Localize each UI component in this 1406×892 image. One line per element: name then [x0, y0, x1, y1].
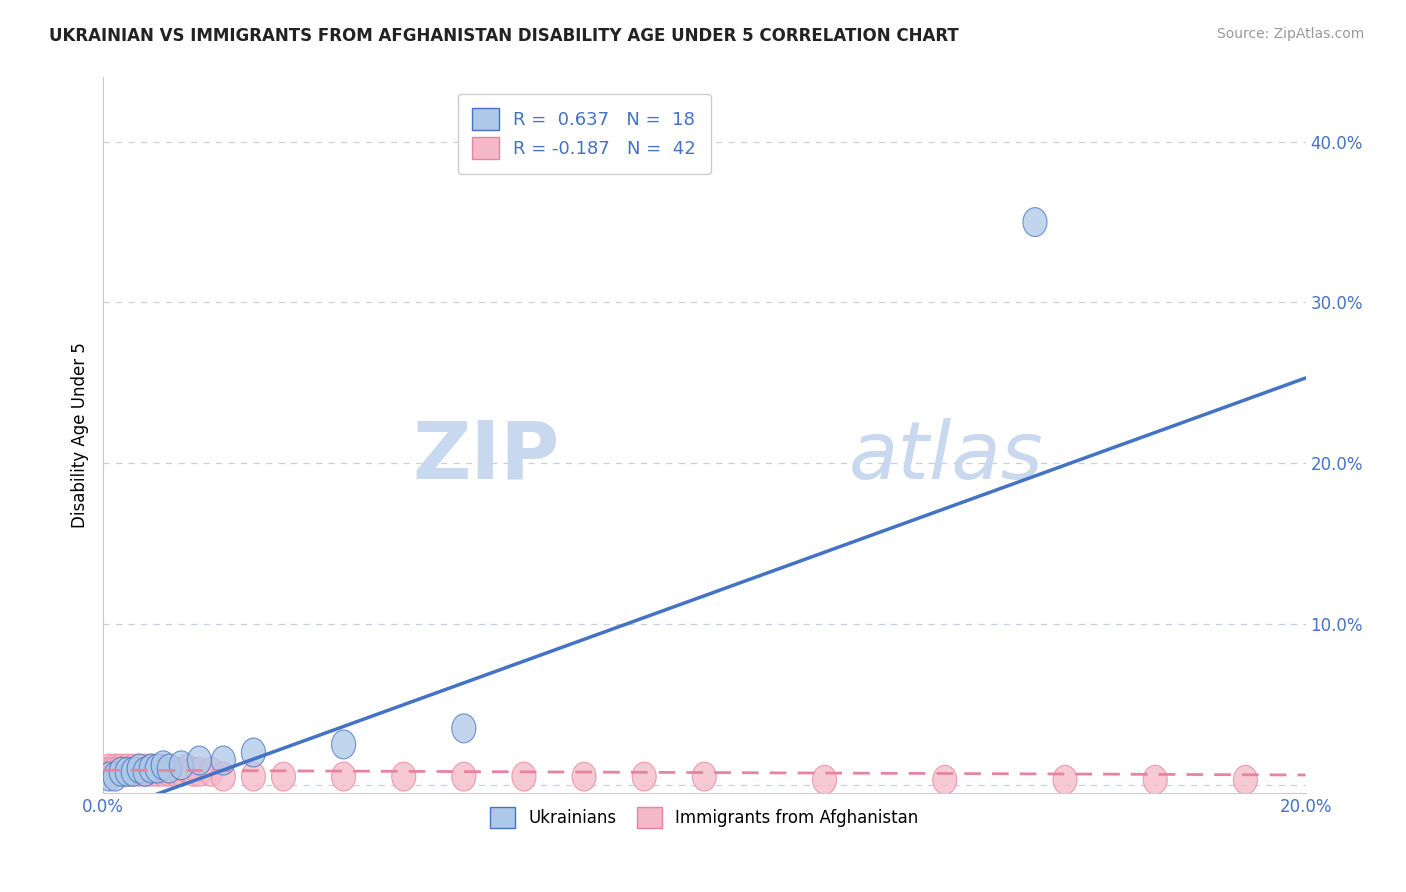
Text: ZIP: ZIP	[413, 417, 560, 495]
Ellipse shape	[157, 757, 181, 786]
Ellipse shape	[211, 746, 235, 775]
Ellipse shape	[115, 757, 139, 786]
Ellipse shape	[332, 730, 356, 759]
Ellipse shape	[121, 757, 145, 786]
Ellipse shape	[121, 757, 145, 786]
Ellipse shape	[187, 757, 211, 786]
Ellipse shape	[97, 762, 121, 791]
Ellipse shape	[97, 754, 121, 783]
Ellipse shape	[169, 751, 193, 780]
Ellipse shape	[187, 746, 211, 775]
Ellipse shape	[145, 754, 169, 783]
Ellipse shape	[176, 754, 200, 783]
Ellipse shape	[211, 762, 235, 791]
Y-axis label: Disability Age Under 5: Disability Age Under 5	[72, 343, 89, 528]
Ellipse shape	[127, 754, 152, 783]
Ellipse shape	[127, 754, 152, 783]
Ellipse shape	[110, 757, 134, 786]
Ellipse shape	[692, 762, 716, 791]
Ellipse shape	[97, 757, 121, 786]
Ellipse shape	[242, 762, 266, 791]
Ellipse shape	[633, 762, 657, 791]
Ellipse shape	[392, 762, 416, 791]
Ellipse shape	[145, 757, 169, 786]
Ellipse shape	[152, 757, 176, 786]
Ellipse shape	[152, 754, 176, 783]
Ellipse shape	[115, 754, 139, 783]
Ellipse shape	[110, 754, 134, 783]
Ellipse shape	[134, 757, 157, 786]
Ellipse shape	[121, 754, 145, 783]
Legend: Ukrainians, Immigrants from Afghanistan: Ukrainians, Immigrants from Afghanistan	[484, 801, 925, 834]
Ellipse shape	[139, 754, 163, 783]
Ellipse shape	[134, 754, 157, 783]
Ellipse shape	[1233, 765, 1257, 794]
Ellipse shape	[127, 757, 152, 786]
Ellipse shape	[181, 757, 205, 786]
Ellipse shape	[1053, 765, 1077, 794]
Ellipse shape	[139, 757, 163, 786]
Ellipse shape	[157, 754, 181, 783]
Ellipse shape	[242, 738, 266, 767]
Ellipse shape	[813, 765, 837, 794]
Ellipse shape	[932, 765, 957, 794]
Ellipse shape	[169, 757, 193, 786]
Ellipse shape	[152, 751, 176, 780]
Ellipse shape	[1143, 765, 1167, 794]
Ellipse shape	[572, 762, 596, 791]
Ellipse shape	[103, 762, 127, 791]
Ellipse shape	[332, 762, 356, 791]
Text: Source: ZipAtlas.com: Source: ZipAtlas.com	[1216, 27, 1364, 41]
Ellipse shape	[451, 714, 475, 743]
Ellipse shape	[271, 762, 295, 791]
Text: UKRAINIAN VS IMMIGRANTS FROM AFGHANISTAN DISABILITY AGE UNDER 5 CORRELATION CHAR: UKRAINIAN VS IMMIGRANTS FROM AFGHANISTAN…	[49, 27, 959, 45]
Ellipse shape	[103, 757, 127, 786]
Ellipse shape	[512, 762, 536, 791]
Ellipse shape	[115, 757, 139, 786]
Ellipse shape	[1024, 208, 1047, 236]
Ellipse shape	[163, 757, 187, 786]
Ellipse shape	[134, 757, 157, 786]
Ellipse shape	[451, 762, 475, 791]
Ellipse shape	[91, 757, 115, 786]
Ellipse shape	[110, 757, 134, 786]
Ellipse shape	[139, 754, 163, 783]
Ellipse shape	[200, 757, 224, 786]
Text: atlas: atlas	[849, 417, 1043, 495]
Ellipse shape	[103, 754, 127, 783]
